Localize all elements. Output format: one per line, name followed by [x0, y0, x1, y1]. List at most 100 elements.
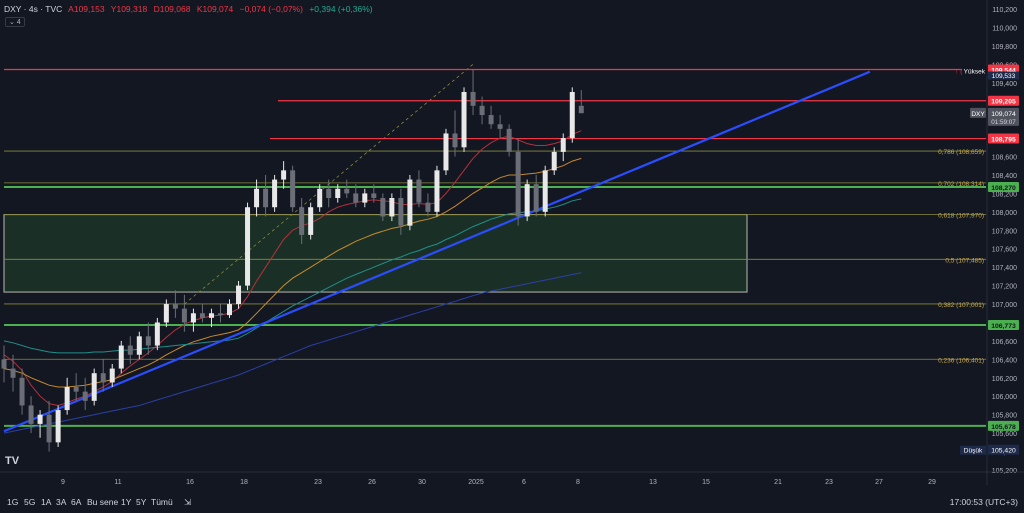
legend-change: −0,074 (−0,07%) [239, 4, 303, 14]
timeframe-1g[interactable]: 1G [7, 497, 19, 507]
candle-body-17 [154, 322, 160, 346]
x-tick-label-5: 26 [368, 479, 376, 486]
level-tag-1 [988, 95, 1019, 106]
y-tick-label-8: 108,600 [992, 155, 1017, 162]
legend-change-2: +0,394 (+0,36%) [309, 4, 373, 14]
candle-body-37 [335, 188, 341, 199]
legend-collapse-button[interactable]: ⌄ 4 [5, 17, 25, 27]
y-tick-label-13: 107,600 [992, 247, 1017, 254]
y-tick-label-2: 109,800 [992, 44, 1017, 51]
price-axis [988, 0, 1024, 491]
y-tick-label-15: 107,200 [992, 284, 1017, 291]
fib-label-1: 0,702 (108,314) [938, 181, 984, 188]
candle-body-25 [227, 304, 232, 316]
candle-body-53 [479, 105, 485, 116]
candle-body-5 [46, 414, 52, 443]
moving-average-1 [3, 157, 582, 388]
low-value-tag [988, 444, 1019, 455]
candle-body-2 [19, 377, 25, 406]
current-symbol-tag [970, 107, 986, 118]
candle-body-49 [443, 133, 449, 171]
candle-body-15 [136, 336, 142, 355]
y-tick-label-1: 110,000 [992, 25, 1017, 32]
timeframe-3a[interactable]: 3A [56, 497, 67, 507]
candle-body-13 [118, 345, 124, 369]
candle-body-34 [308, 207, 314, 235]
fib-label-2: 0,618 (107,970) [938, 213, 984, 220]
x-tick-label-9: 8 [576, 479, 580, 486]
legend-symbol: DXY · 4s · TVC [4, 4, 63, 14]
x-tick-label-11: 15 [702, 479, 710, 486]
x-tick-label-2: 16 [186, 479, 194, 486]
date-range-icon[interactable]: ⇲ [184, 497, 192, 507]
y-tick-label-11: 108,000 [992, 210, 1017, 217]
candle-body-60 [542, 170, 548, 212]
candle-body-21 [190, 313, 196, 323]
fib-label-4: 0,382 (107,001) [938, 302, 984, 309]
candle-body-4 [37, 414, 43, 424]
candle-body-32 [290, 170, 296, 208]
candle-body-23 [208, 313, 214, 318]
current-symbol: DXY [971, 111, 985, 118]
x-tick-label-3: 18 [240, 479, 248, 486]
level-tag-4 [988, 319, 1019, 330]
timeframe-1a[interactable]: 1A [41, 497, 52, 507]
x-tick-label-0: 9 [61, 479, 65, 486]
legend-high: Y109,318 [110, 4, 148, 14]
y-tick-label-16: 107,000 [992, 302, 1017, 309]
legend-open: A109,153 [68, 4, 105, 14]
level-tag-3 [988, 181, 1019, 192]
fib-label-5: 0,236 (106,401) [938, 357, 984, 364]
candle-body-46 [416, 179, 422, 203]
candle-body-48 [434, 170, 440, 212]
candle-body-19 [172, 304, 178, 309]
x-tick-label-4: 23 [314, 479, 322, 486]
x-tick-label-8: 6 [522, 479, 526, 486]
clock: 17:00:53 (UTC+3) [949, 497, 1018, 507]
x-tick-label-12: 21 [774, 479, 782, 486]
candle-body-1 [10, 368, 16, 378]
candle-body-42 [380, 198, 386, 217]
timeframe-5y[interactable]: 5Y [136, 497, 147, 507]
timeframe-6a[interactable]: 6A [71, 497, 82, 507]
candle-body-10 [91, 373, 97, 401]
candle-body-16 [145, 336, 151, 346]
moving-average-0 [3, 130, 582, 407]
candle-body-14 [127, 345, 133, 355]
level-tag-5 [988, 420, 1019, 431]
high-marker: ↑ (1 [955, 68, 966, 75]
current-price-tag [988, 107, 1019, 126]
candle-body-59 [533, 184, 539, 212]
candle-body-6 [55, 410, 61, 443]
candle-body-45 [407, 179, 413, 226]
high-label: Yüksek [964, 68, 986, 75]
candle-body-56 [506, 128, 512, 152]
y-tick-label-18: 106,600 [992, 339, 1017, 346]
candle-body-27 [245, 207, 251, 286]
high-value-tag [988, 71, 1019, 80]
candle-body-28 [254, 188, 260, 208]
y-tick-label-20: 106,200 [992, 376, 1017, 383]
level-tag-label-2: 108,795 [991, 137, 1016, 144]
candle-body-52 [470, 91, 476, 106]
candle-body-3 [28, 405, 34, 424]
price-chart[interactable]: 0,786 (108,659) 0,702 (108,314) 0,618 (107… [0, 0, 1024, 491]
timeframe-all[interactable]: Tümü [151, 497, 173, 507]
timeframe-ytd[interactable]: Bu sene [87, 497, 119, 507]
timeframe-5g[interactable]: 5G [24, 497, 36, 507]
candle-body-44 [398, 198, 404, 226]
candle-body-43 [389, 198, 395, 217]
moving-average-3 [3, 272, 582, 434]
candle-body-9 [82, 391, 88, 401]
x-tick-label-7: 2025 [468, 479, 484, 486]
bottom-toolbar: 1G 5G 1A 3A 6A Bu sene 1Y 5Y Tümü ⇲ 17:0… [0, 491, 1024, 513]
x-tick-label-6: 30 [418, 479, 426, 486]
timeframe-1y[interactable]: 1Y [121, 497, 132, 507]
chart-legend: DXY · 4s · TVC A109,153 Y109,318 D109,06… [4, 4, 377, 14]
y-tick-label-22: 105,800 [992, 413, 1017, 420]
candle-body-26 [236, 285, 242, 305]
x-tick-label-13: 23 [825, 479, 833, 486]
level-tag-label-3: 108,270 [991, 185, 1016, 192]
candle-body-58 [524, 184, 530, 217]
y-tick-label-10: 108,200 [992, 191, 1017, 198]
